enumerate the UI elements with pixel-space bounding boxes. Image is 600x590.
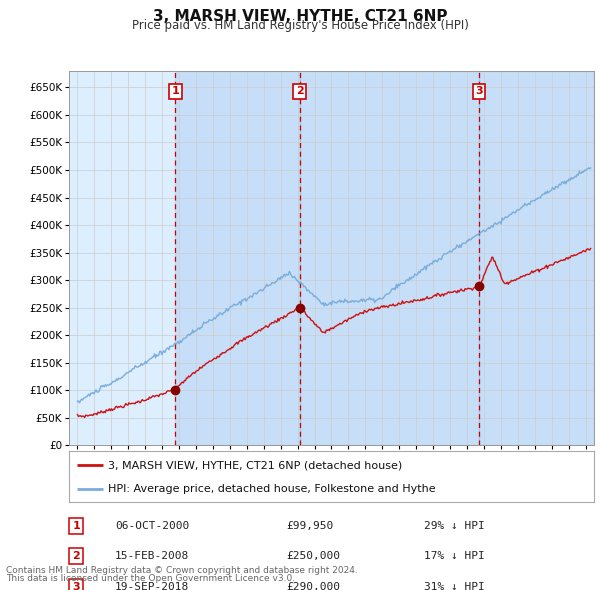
Text: 1: 1 [73,521,80,530]
Text: This data is licensed under the Open Government Licence v3.0.: This data is licensed under the Open Gov… [6,574,295,583]
Bar [479,71,594,445]
Text: 2: 2 [296,86,304,96]
Text: £250,000: £250,000 [286,552,340,561]
Text: £290,000: £290,000 [286,582,340,590]
Text: HPI: Average price, detached house, Folkestone and Hythe: HPI: Average price, detached house, Folk… [109,484,436,494]
Text: 06-OCT-2000: 06-OCT-2000 [115,521,190,530]
Text: 29% ↓ HPI: 29% ↓ HPI [424,521,485,530]
Text: 3, MARSH VIEW, HYTHE, CT21 6NP: 3, MARSH VIEW, HYTHE, CT21 6NP [153,9,447,24]
Bar [299,71,479,445]
Text: Contains HM Land Registry data © Crown copyright and database right 2024.: Contains HM Land Registry data © Crown c… [6,566,358,575]
Text: 3, MARSH VIEW, HYTHE, CT21 6NP (detached house): 3, MARSH VIEW, HYTHE, CT21 6NP (detached… [109,460,403,470]
Text: 31% ↓ HPI: 31% ↓ HPI [424,582,485,590]
Text: 3: 3 [475,86,483,96]
Text: 19-SEP-2018: 19-SEP-2018 [115,582,190,590]
Text: 3: 3 [73,582,80,590]
Text: 2: 2 [73,552,80,561]
Text: Price paid vs. HM Land Registry's House Price Index (HPI): Price paid vs. HM Land Registry's House … [131,19,469,32]
Text: 15-FEB-2008: 15-FEB-2008 [115,552,190,561]
Text: 1: 1 [172,86,179,96]
Text: 17% ↓ HPI: 17% ↓ HPI [424,552,485,561]
Bar [175,71,299,445]
Text: £99,950: £99,950 [286,521,334,530]
